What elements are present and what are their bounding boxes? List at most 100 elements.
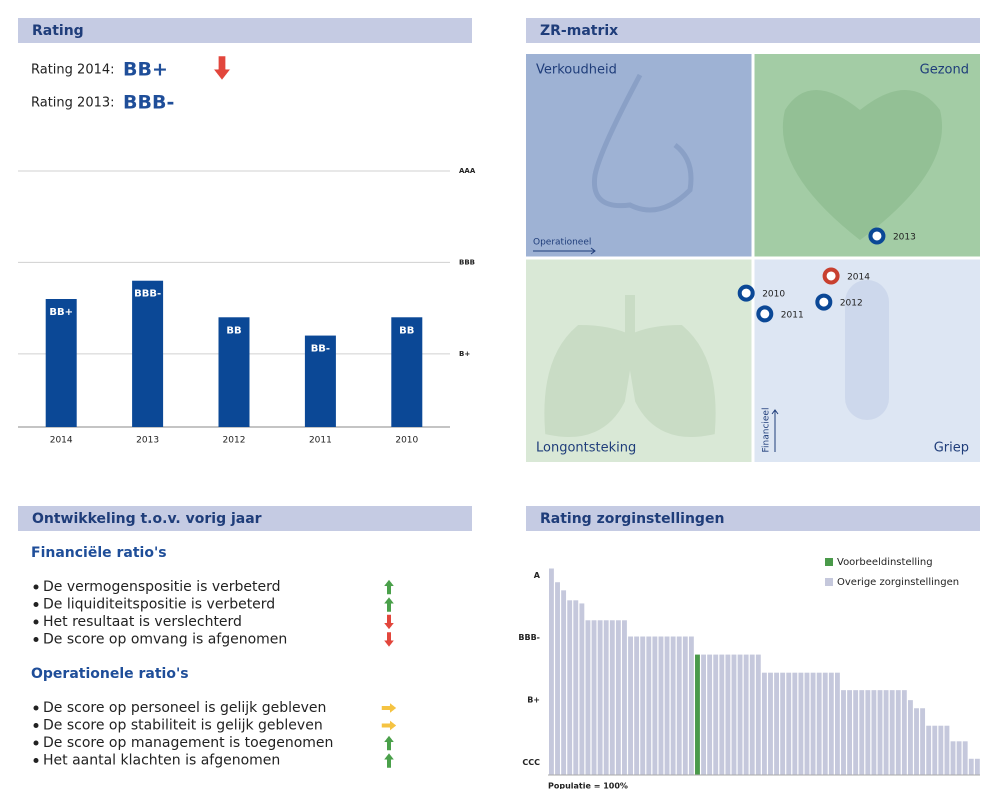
point [868,227,886,245]
trend-arrow [383,596,395,613]
bar-label: BB- [311,344,330,355]
panel-title: Ontwikkeling t.o.v. vorig jaar [32,511,262,527]
bar [932,725,938,775]
bar [907,700,913,775]
bar [737,654,743,775]
bar [968,758,974,775]
bar [883,690,889,775]
y-tick-label: BBB [459,258,475,266]
section-title: Operationele ratio's [31,666,189,682]
bar [658,636,664,775]
panel-title: ZR-matrix [540,23,618,39]
bullet [33,584,39,590]
legend-swatch [825,578,833,586]
y-axis-arrow [771,409,779,415]
bar [816,672,822,775]
bullet [33,758,39,763]
point [822,267,840,285]
trend-arrow [383,614,395,630]
point [756,305,774,323]
quadrant-label: Gezond [920,63,969,78]
bar [725,654,731,775]
x-tick-label: 2011 [309,436,332,446]
legend-label: Voorbeeldinstelling [837,557,933,568]
trend-arrow [383,579,395,595]
bar [743,654,749,775]
quadrant-label: Griep [934,441,969,456]
bar [792,672,798,775]
bullet [33,740,39,746]
bullet [33,619,39,625]
point [815,293,833,311]
point-label: 2011 [781,310,804,320]
bar [731,654,737,775]
bullet [33,637,39,642]
bar [895,690,901,775]
bar [841,690,846,775]
point-label: 2014 [847,272,870,282]
panel-header [18,506,472,531]
bullet [33,705,39,711]
bar [719,654,725,775]
bar [944,725,950,775]
bullet [33,602,39,607]
trend-arrow [383,752,395,769]
point-label: 2010 [762,290,785,300]
x-tick-label: 2012 [223,436,246,446]
point [737,284,755,302]
bar [914,708,919,775]
icon-heart [782,90,943,240]
bar [749,654,755,775]
bar [561,590,567,775]
bar [920,708,926,775]
bar [585,620,591,775]
list-item: De score op management is toegenomen [43,735,333,751]
bar [591,620,597,775]
y-tick-label: CCC [522,758,540,767]
list-item: De score op personeel is gelijk gebleven [43,700,326,716]
y-tick-label: BBB- [518,633,540,642]
bar [549,568,554,775]
bar [810,672,816,775]
bar-label: BB+ [49,307,73,318]
bar [901,690,907,775]
bar-label: BBB- [134,289,161,300]
bar [579,603,585,775]
bar [780,672,786,775]
x-tick-label: 2013 [136,436,159,446]
bar [634,636,640,775]
icon-lungs [544,295,716,437]
quadrant-label: Verkoudheid [536,63,617,78]
bar [132,280,164,427]
point-label: 2012 [840,299,863,309]
bar [761,672,767,775]
point-label: 2013 [893,232,916,242]
bar [926,725,932,775]
bar [45,299,77,427]
bar [391,317,423,427]
bar [628,636,633,775]
bar [646,636,652,775]
bar [622,620,627,775]
bar [555,582,560,775]
y-tick-label: B+ [459,350,470,358]
x-axis-label: Populatie = 100% [548,782,628,790]
y-tick-label: A [534,571,541,580]
bar [877,690,883,775]
bar-label: BB [399,325,414,336]
bar [701,654,706,775]
section-title: Financiële ratio's [31,545,167,561]
bar [567,600,573,775]
bar [950,741,956,775]
panel-title: Rating [32,23,84,39]
rating-value: BBB- [123,92,174,114]
bar [652,636,658,775]
bar [889,690,895,775]
bar [786,672,792,775]
bar [218,317,250,427]
quadrant-label: Longontsteking [536,441,636,456]
bar [755,654,761,775]
decor [18,18,980,531]
bar [664,636,670,775]
